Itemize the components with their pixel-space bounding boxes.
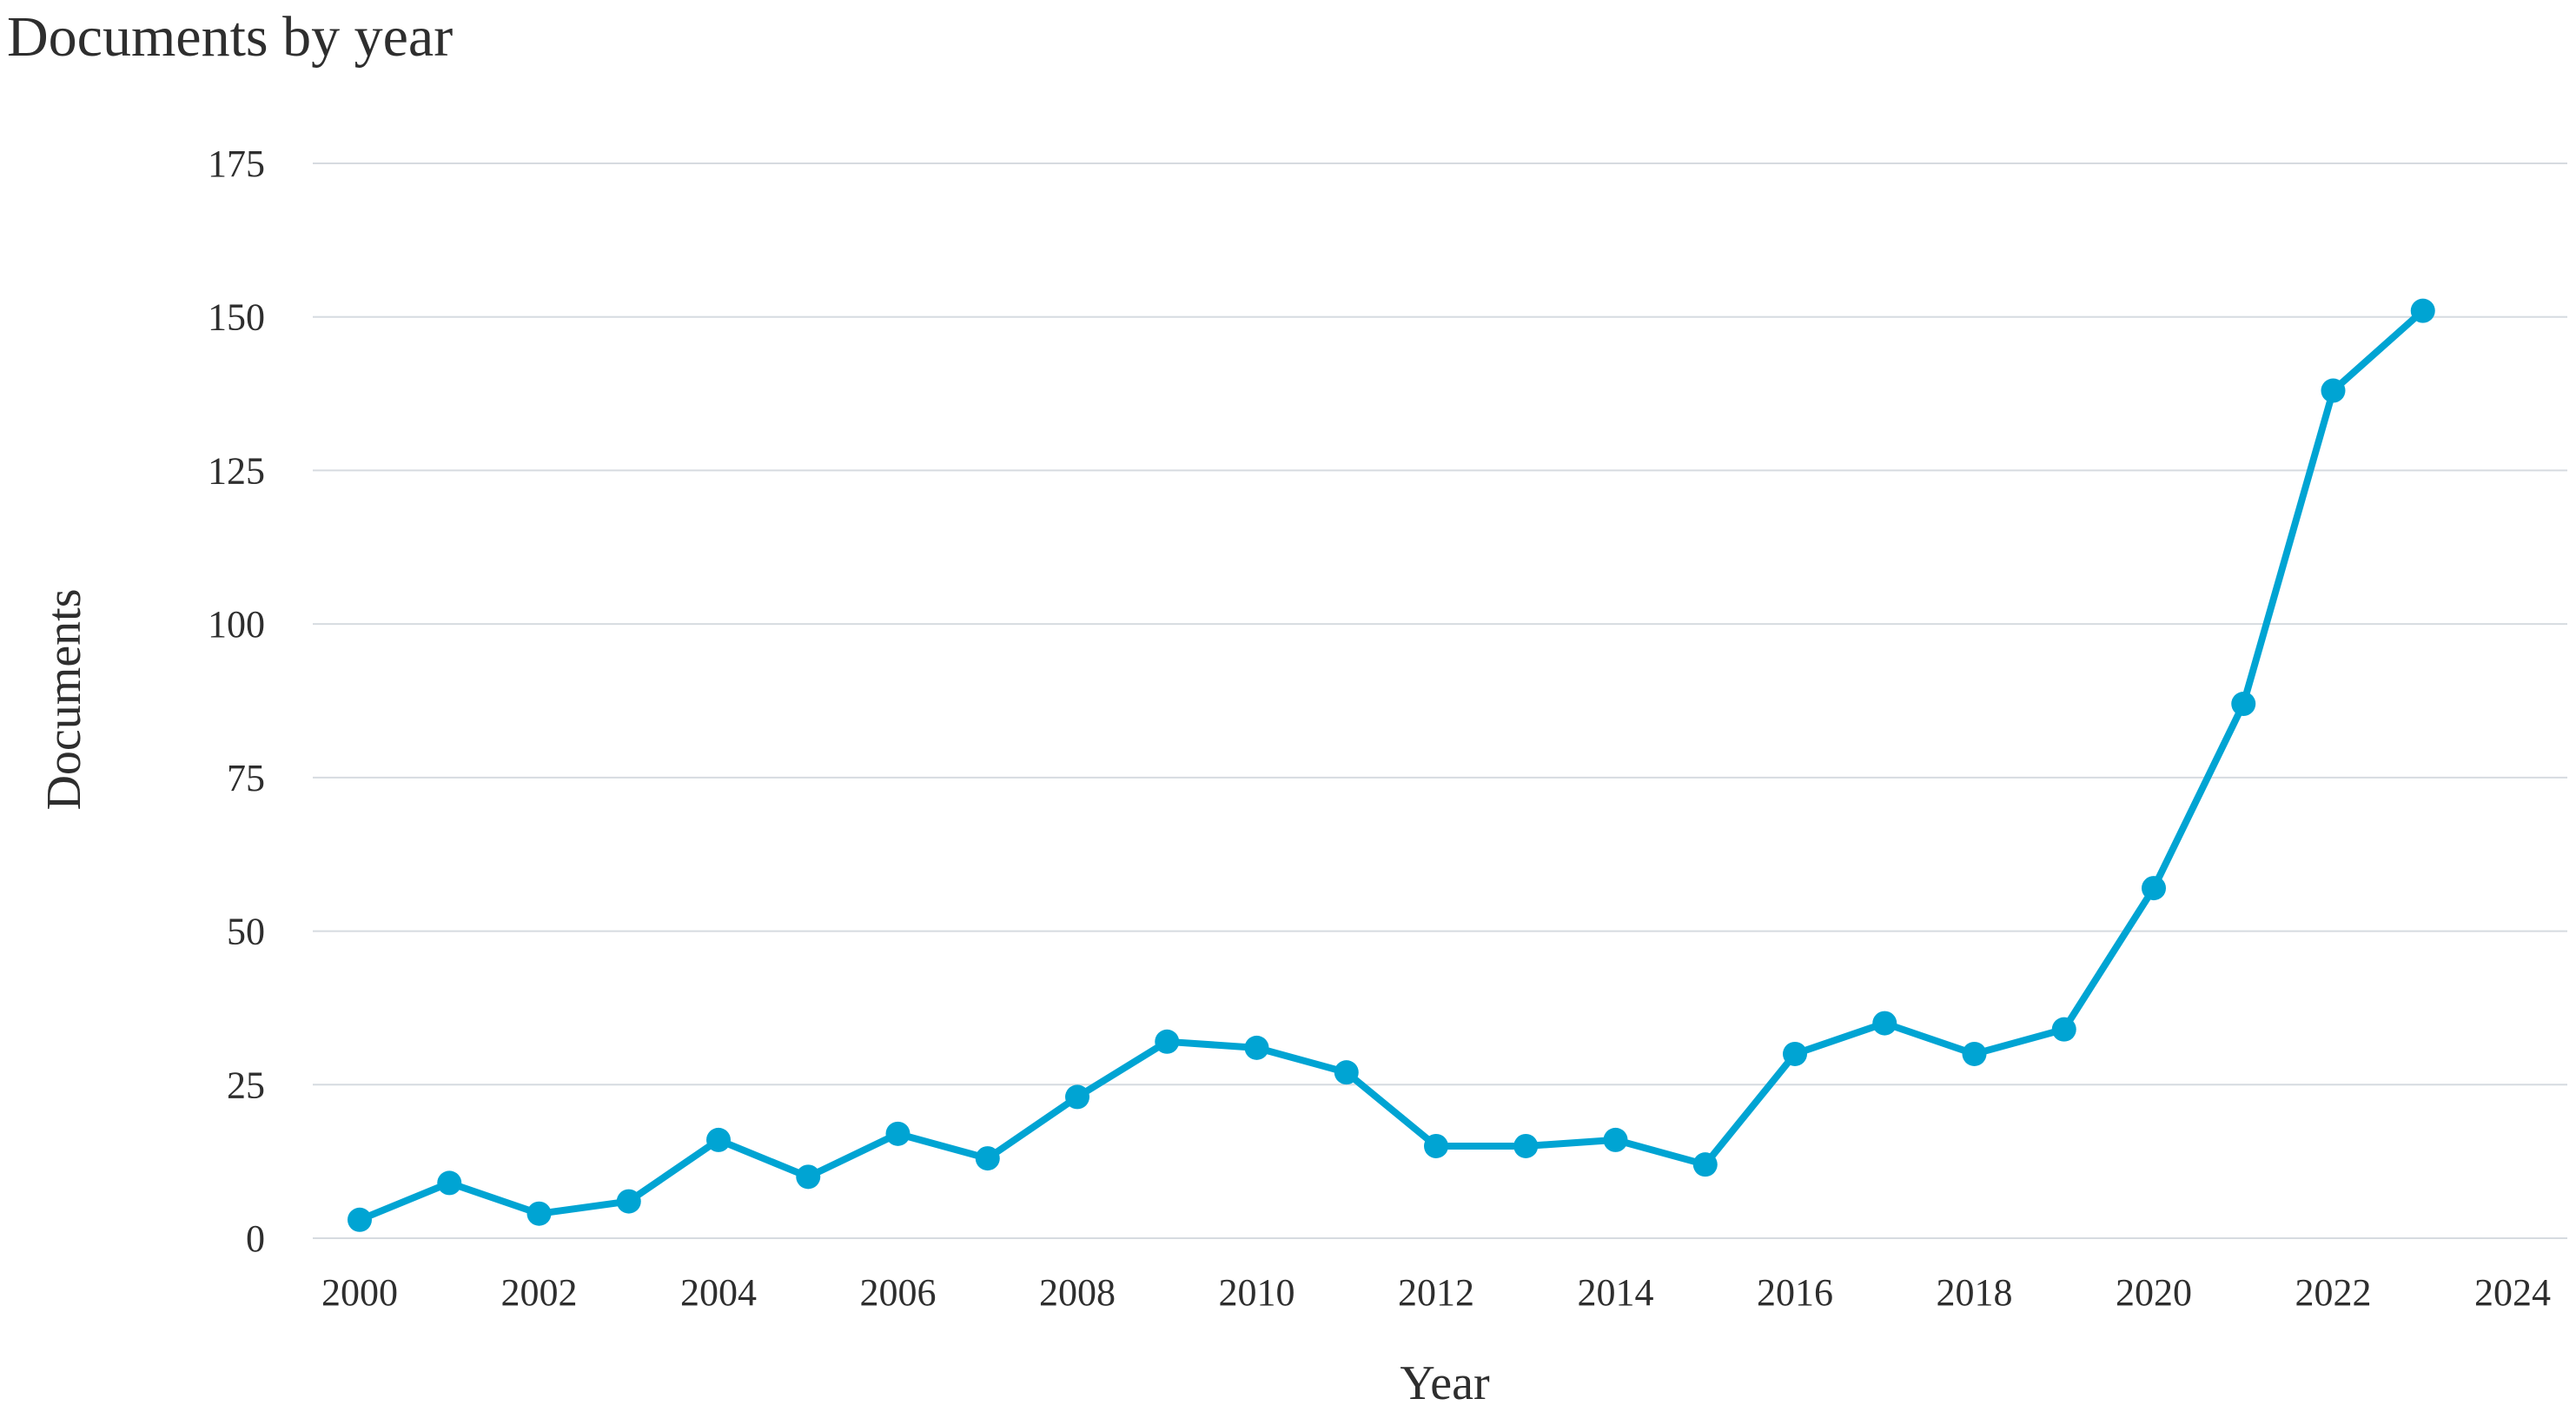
x-tick-label-2020: 2020 bbox=[2116, 1271, 2192, 1314]
data-points bbox=[348, 298, 2435, 1232]
data-point-2021 bbox=[2231, 692, 2256, 717]
data-point-2013 bbox=[1513, 1133, 1539, 1158]
x-tick-label-2004: 2004 bbox=[680, 1271, 757, 1314]
x-axis-ticks: 2000 2002 2004 2006 2008 2010 2012 2014 2016 2018… bbox=[321, 1271, 2551, 1314]
x-tick-label-2012: 2012 bbox=[1398, 1271, 1474, 1314]
data-point-2004 bbox=[706, 1127, 731, 1152]
y-tick-label-50: 50 bbox=[227, 911, 265, 953]
y-axis-label: Documents bbox=[37, 588, 91, 810]
y-tick-label-150: 150 bbox=[208, 296, 265, 339]
y-axis-ticks: 0 25 50 75 100 125 150 175 bbox=[208, 143, 265, 1260]
data-point-2020 bbox=[2142, 876, 2166, 901]
x-tick-label-2008: 2008 bbox=[1039, 1271, 1116, 1314]
data-point-2000 bbox=[348, 1207, 372, 1232]
x-tick-label-2010: 2010 bbox=[1219, 1271, 1295, 1314]
y-tick-label-75: 75 bbox=[227, 757, 265, 799]
y-tick-label-25: 25 bbox=[227, 1064, 265, 1106]
y-tick-label-175: 175 bbox=[208, 143, 265, 185]
x-tick-label-2014: 2014 bbox=[1578, 1271, 1654, 1314]
x-axis-label: Year bbox=[1400, 1356, 1490, 1410]
data-point-2019 bbox=[2051, 1017, 2076, 1042]
data-point-2006 bbox=[885, 1121, 911, 1146]
data-point-2017 bbox=[1872, 1011, 1897, 1036]
chart-title: Documents by year bbox=[7, 5, 453, 69]
data-point-2011 bbox=[1334, 1060, 1359, 1085]
data-point-2016 bbox=[1783, 1041, 1807, 1066]
x-tick-label-2022: 2022 bbox=[2295, 1271, 2372, 1314]
y-tick-label-125: 125 bbox=[208, 449, 265, 492]
series-line-0 bbox=[356, 307, 2427, 1223]
data-point-2005 bbox=[796, 1164, 821, 1190]
y-tick-label-0: 0 bbox=[246, 1217, 265, 1260]
data-point-2008 bbox=[1065, 1084, 1089, 1110]
data-point-2014 bbox=[1603, 1127, 1628, 1152]
y-tick-label-100: 100 bbox=[208, 603, 265, 646]
data-point-2007 bbox=[975, 1146, 1000, 1171]
data-point-2001 bbox=[437, 1170, 462, 1196]
data-point-2012 bbox=[1424, 1133, 1448, 1158]
data-point-2003 bbox=[616, 1189, 641, 1214]
data-point-2023 bbox=[2410, 298, 2435, 323]
data-point-2015 bbox=[1692, 1152, 1718, 1177]
gridlines bbox=[313, 162, 2567, 1239]
data-point-2022 bbox=[2321, 378, 2346, 403]
x-tick-label-2000: 2000 bbox=[321, 1271, 398, 1314]
x-tick-label-2018: 2018 bbox=[1937, 1271, 2013, 1314]
x-tick-label-2024: 2024 bbox=[2474, 1271, 2551, 1314]
x-tick-label-2006: 2006 bbox=[860, 1271, 937, 1314]
series-layer bbox=[356, 307, 2427, 1223]
data-point-2002 bbox=[526, 1201, 552, 1226]
x-tick-label-2016: 2016 bbox=[1757, 1271, 1833, 1314]
data-point-2009 bbox=[1155, 1029, 1180, 1054]
data-point-2018 bbox=[1962, 1041, 1987, 1066]
data-point-2010 bbox=[1244, 1035, 1269, 1060]
x-tick-label-2002: 2002 bbox=[501, 1271, 578, 1314]
